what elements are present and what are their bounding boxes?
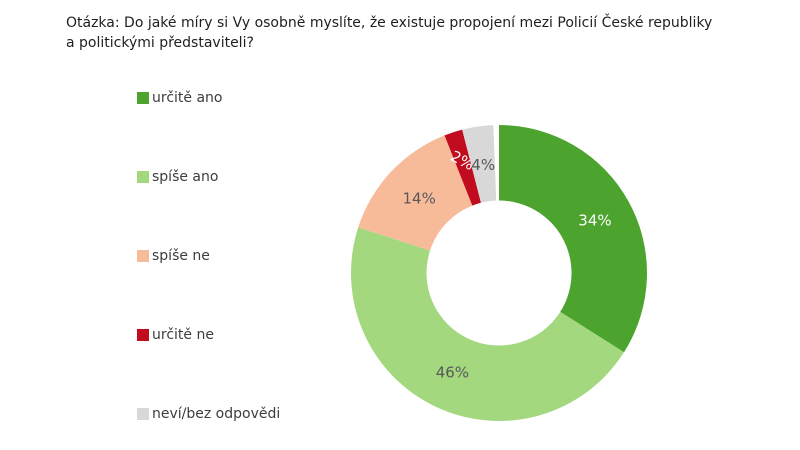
legend-item-label: neví/bez odpovědi (152, 406, 281, 422)
legend-swatch-icon (137, 92, 149, 104)
legend-swatch-icon (137, 250, 149, 262)
slice-label-4: 4% (471, 156, 495, 174)
chart-legend: určitě ano spíše ano spíše ne určitě ne … (137, 86, 280, 450)
legend-item-label: spíše ne (152, 248, 210, 264)
legend-item-label: spíše ano (152, 169, 219, 185)
legend-item-spise-ne: spíše ne (137, 244, 280, 268)
legend-item-urcite-ano: určitě ano (137, 86, 280, 110)
legend-item-urcite-ne: určitě ne (137, 323, 280, 347)
legend-item-spise-ano: spíše ano (137, 165, 280, 189)
donut-slice-1 (351, 227, 624, 421)
chart-question-title-line2: a politickými představiteli? (66, 35, 254, 51)
legend-item-label: určitě ne (152, 327, 214, 343)
legend-swatch-icon (137, 329, 149, 341)
donut-slice-2 (358, 135, 473, 251)
donut-slice-0 (499, 125, 647, 353)
donut-slice-3 (444, 129, 481, 206)
slice-label-1: 46% (436, 363, 469, 381)
chart-question-title-line1: Otázka: Do jaké míry si Vy osobně myslít… (66, 15, 713, 31)
chart-question-title: Otázka: Do jaké míry si Vy osobně myslít… (66, 13, 796, 53)
legend-swatch-icon (137, 408, 149, 420)
legend-item-label: určitě ano (152, 90, 223, 106)
slice-label-2: 14% (402, 189, 435, 207)
legend-swatch-icon (137, 171, 149, 183)
legend-item-nevi-bez-odpovedi: neví/bez odpovědi (137, 402, 280, 426)
donut-slice-4 (462, 125, 497, 203)
slice-label-0: 34% (578, 211, 611, 229)
